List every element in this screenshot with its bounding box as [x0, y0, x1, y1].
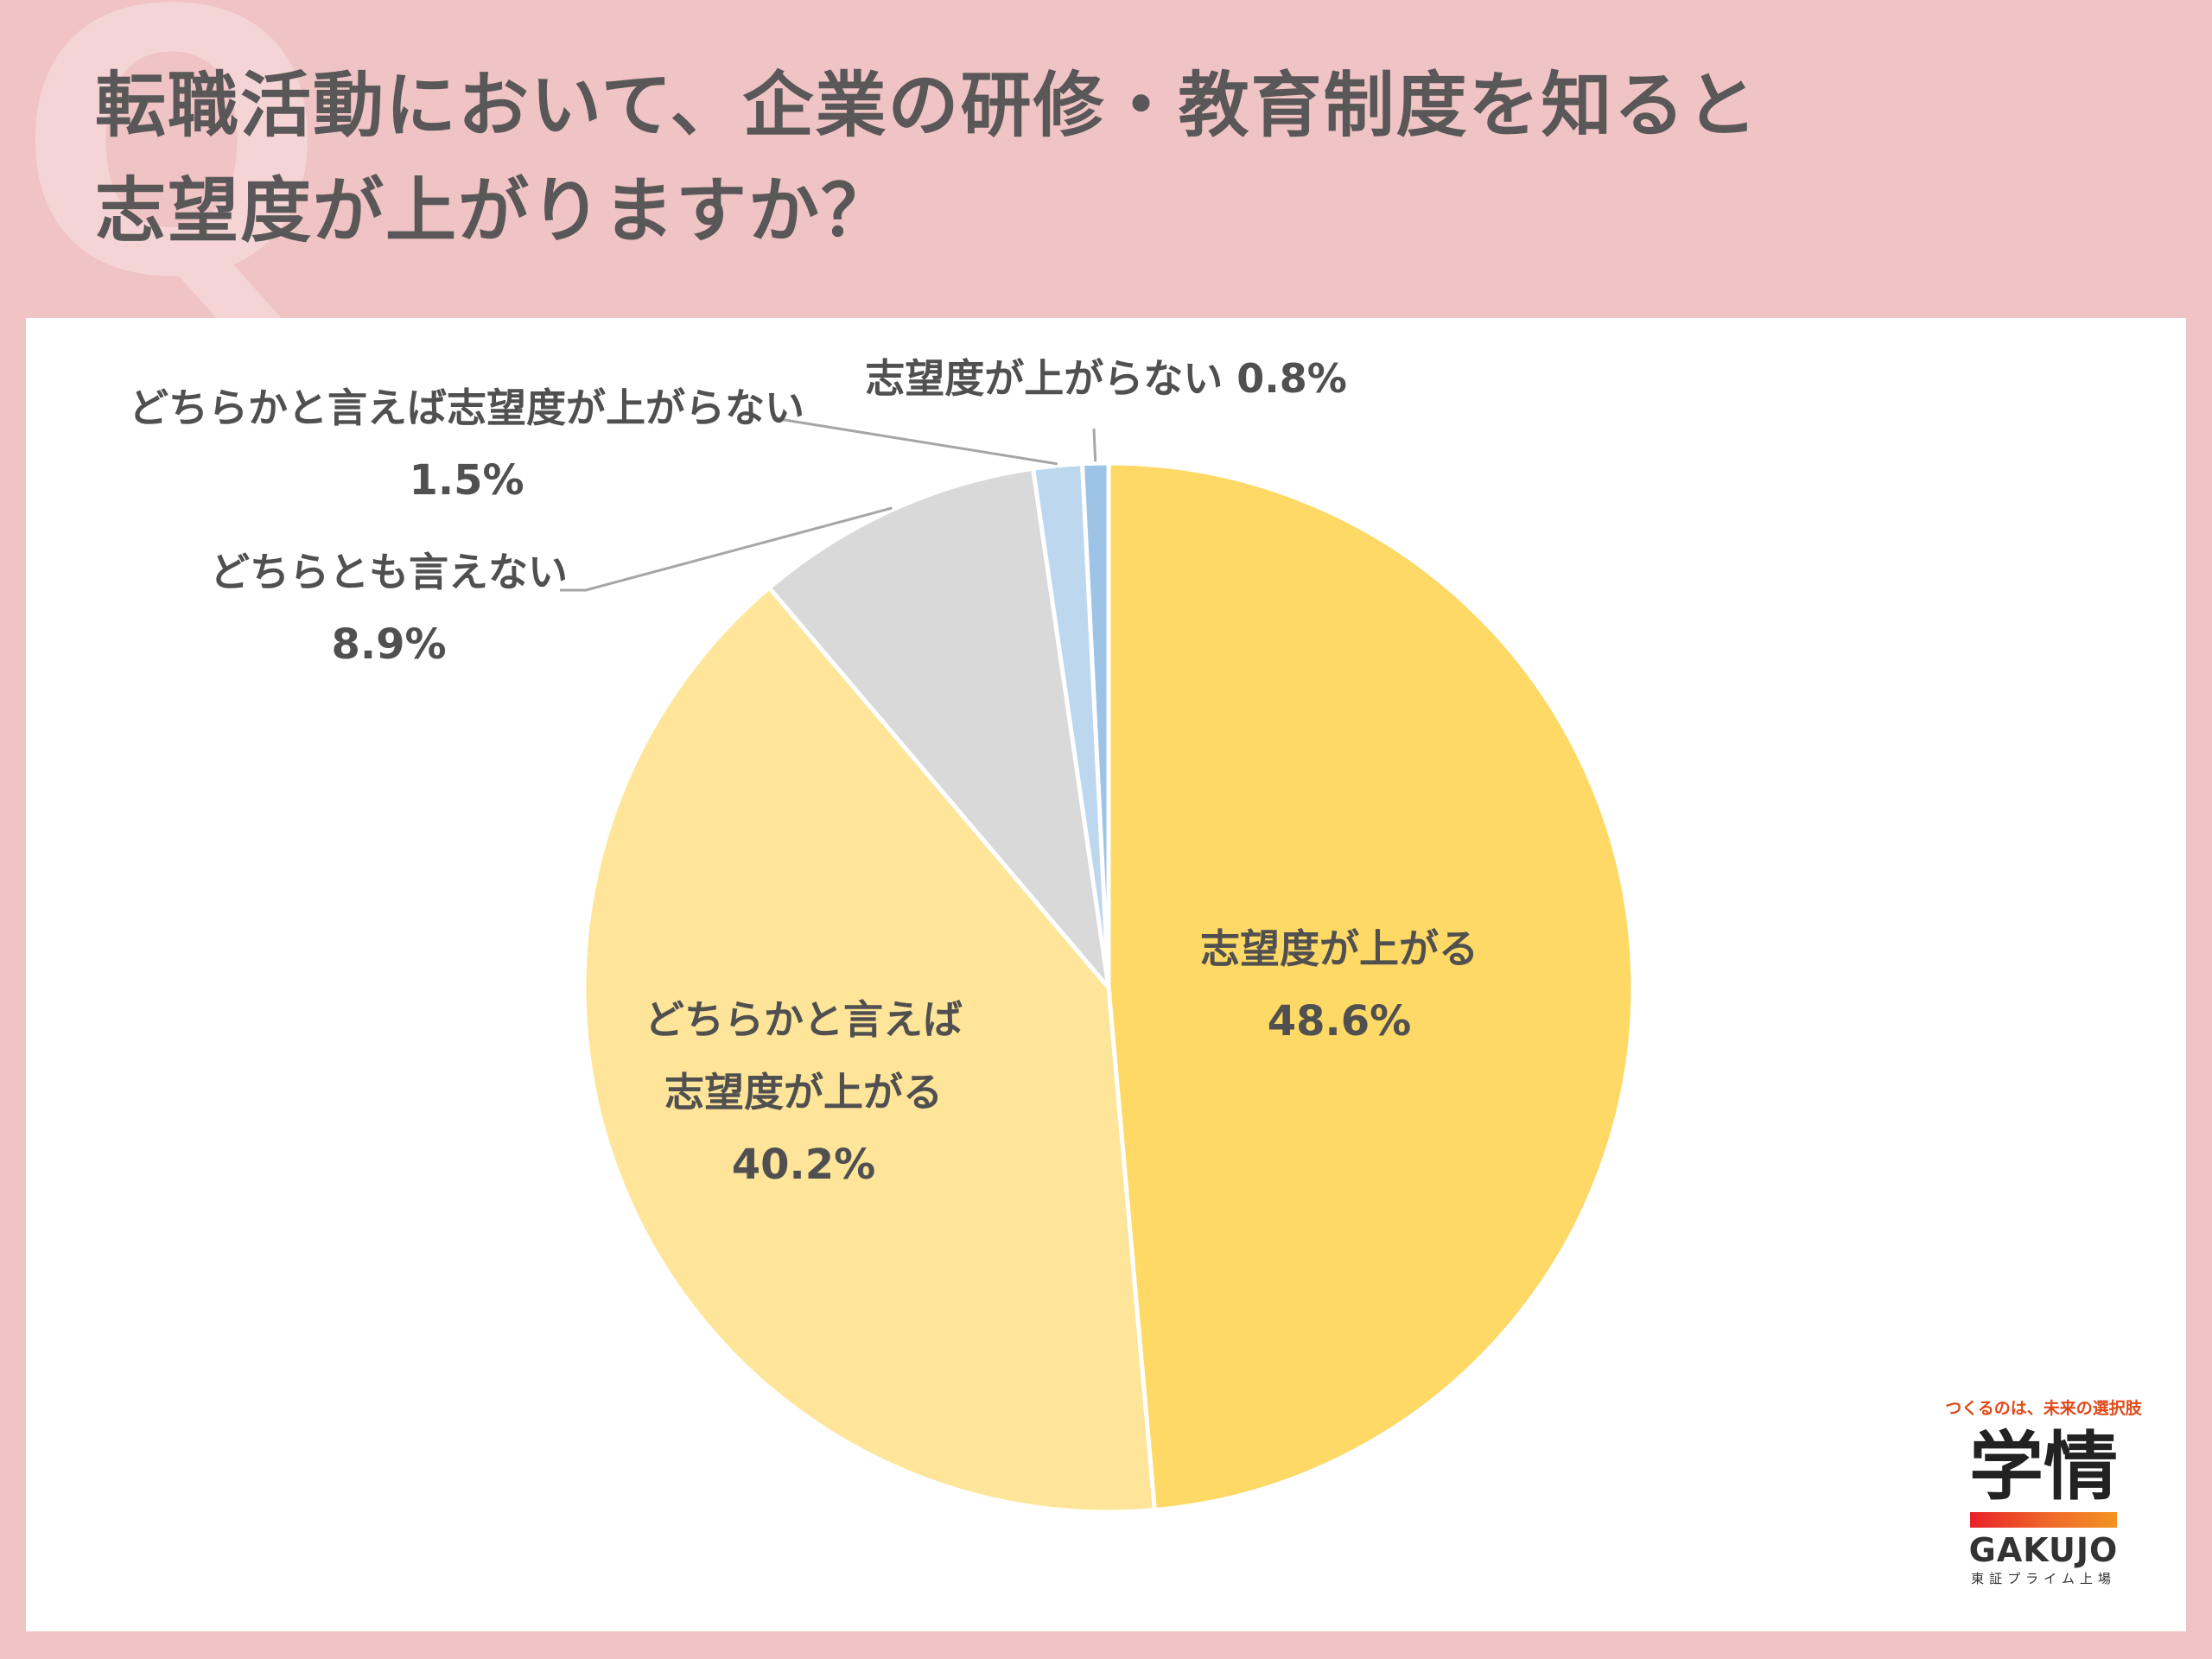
label-slice-0-name: 志望度が上がる: [1200, 925, 1478, 972]
logo-sub: 東証プライム上場: [1971, 1571, 2116, 1586]
leader-line-3: [774, 418, 1058, 466]
logo-color-bar: [1970, 1512, 2117, 1528]
page-title: 転職活動において、企業の研修・教育制度を知ると 志望度が上がりますか？: [95, 54, 2082, 264]
label-slice-1: どちらかと言えば 志望度が上がる 40.2%: [631, 983, 976, 1201]
title-line-2: 志望度が上がりますか？: [95, 170, 894, 252]
label-slice-0: 志望度が上がる 48.6%: [1166, 912, 1512, 1058]
label-slice-1-name-2: 志望度が上がる: [664, 1069, 943, 1116]
label-slice-0-pct: 48.6%: [1267, 997, 1412, 1046]
leader-line-2: [560, 506, 893, 592]
gakujo-logo: つくるのは、未来の選択肢 学情 GAKUJO 東証プライム上場: [1936, 1395, 2152, 1611]
pie-slice-1: [582, 584, 1158, 1515]
label-slice-3-name: どちらかと言えば志望度が上がらない: [129, 385, 804, 431]
label-slice-1-name-1: どちらかと言えば: [645, 996, 963, 1043]
pie-chart: [560, 418, 1636, 1515]
pie-slice-2: [766, 466, 1112, 995]
label-slice-3-pct: 1.5%: [409, 456, 524, 505]
logo-kanji: 学情: [1969, 1424, 2118, 1510]
pie-slice-0: [1106, 461, 1636, 1513]
label-slice-3: どちらかと言えば志望度が上がらない 1.5%: [95, 372, 838, 517]
label-slice-1-pct: 40.2%: [731, 1141, 876, 1189]
label-slice-2-pct: 8.9%: [331, 620, 447, 669]
leader-line-4: [1092, 428, 1097, 462]
decorative-q-mark: Q: [17, 0, 327, 358]
title-line-1: 転職活動において、企業の研修・教育制度を知ると: [95, 65, 1759, 147]
label-slice-4-text: 志望度が上がらない 0.8%: [865, 355, 1347, 402]
chart-panel: 志望度が上がる 48.6% どちらかと言えば 志望度が上がる 40.2% どちら…: [26, 318, 2186, 1631]
label-slice-2-name: どちらとも言えない: [210, 549, 568, 595]
label-slice-2: どちらとも言えない 8.9%: [190, 536, 588, 681]
pie-slice-4: [1079, 461, 1111, 988]
label-slice-4: 志望度が上がらない 0.8%: [838, 342, 1374, 415]
logo-tagline: つくるのは、未来の選択肢: [1945, 1399, 2142, 1418]
logo-name: GAKUJO: [1968, 1531, 2119, 1569]
